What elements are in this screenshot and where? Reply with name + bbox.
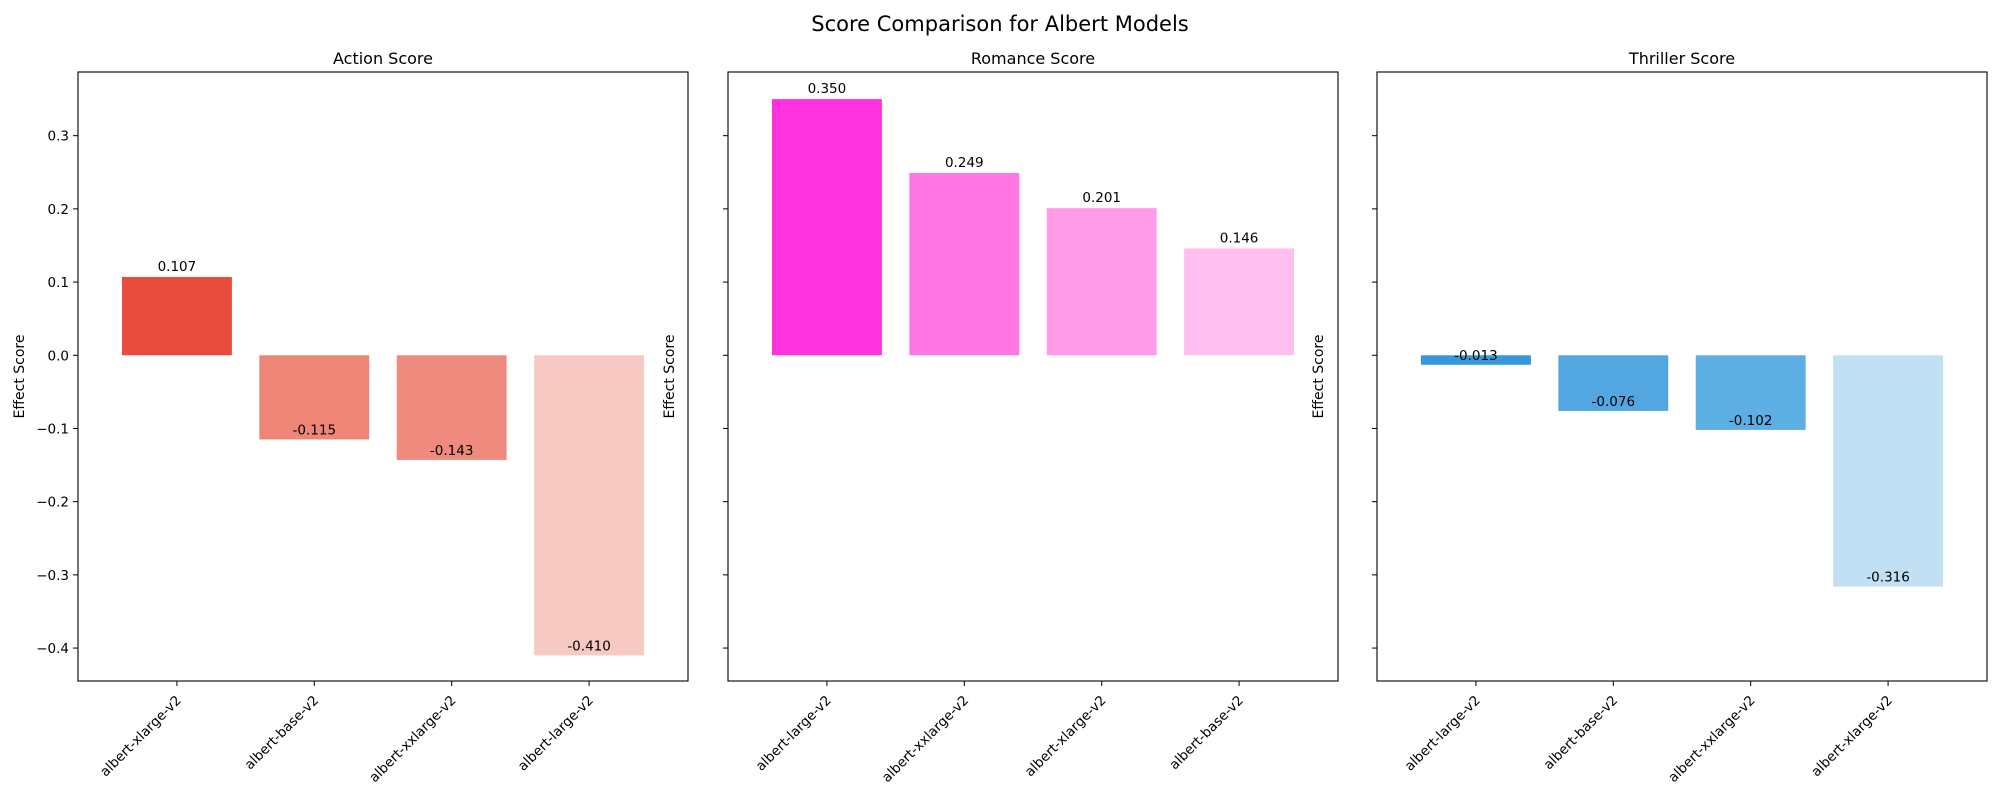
bar-albert-base-v2 bbox=[259, 355, 370, 440]
bar-value-label: -0.102 bbox=[1729, 413, 1773, 429]
x-tick-label: albert-xlarge-v2 bbox=[97, 693, 185, 781]
bar-value-label: -0.316 bbox=[1866, 570, 1910, 586]
y-axis-label: Effect Score bbox=[662, 335, 678, 419]
y-tick-label: 0.2 bbox=[48, 202, 69, 218]
y-axis-label: Effect Score bbox=[1311, 335, 1327, 419]
x-tick-label: albert-large-v2 bbox=[515, 693, 597, 775]
bar-albert-xlarge-v2 bbox=[121, 276, 232, 356]
subplot-3: Thriller Score Effect Score -0.013 albert-l… bbox=[1311, 49, 1988, 786]
bar-value-label: 0.107 bbox=[158, 259, 197, 275]
x-tick-label: albert-large-v2 bbox=[1402, 693, 1484, 775]
x-tick-label: albert-xlarge-v2 bbox=[1808, 693, 1896, 781]
subplot-title: Romance Score bbox=[971, 49, 1095, 68]
x-tick-label: albert-base-v2 bbox=[242, 693, 323, 774]
bar-value-label: -0.076 bbox=[1592, 394, 1636, 410]
bar-albert-xlarge-v2 bbox=[1046, 208, 1157, 356]
y-tick-label: −0.4 bbox=[36, 641, 69, 657]
y-tick-label: 0.0 bbox=[48, 348, 69, 364]
bar-value-label: -0.115 bbox=[293, 422, 337, 438]
axes-frame bbox=[727, 71, 1339, 682]
x-tick-label: albert-xxlarge-v2 bbox=[879, 693, 972, 786]
y-tick-label: 0.1 bbox=[48, 275, 69, 291]
y-tick-label: −0.1 bbox=[36, 421, 69, 437]
axes-frame bbox=[1376, 71, 1988, 682]
bar-albert-xxlarge-v2 bbox=[396, 355, 507, 460]
x-tick-label: albert-base-v2 bbox=[1166, 693, 1247, 774]
subplot-panels: Action Score Effect Score −0.4 −0.3 −0.2 −0.1… bbox=[12, 49, 1988, 786]
figure-title: Score Comparison for Albert Models bbox=[811, 12, 1188, 36]
y-axis-label: Effect Score bbox=[12, 335, 28, 419]
subplot-1: Action Score Effect Score −0.4 −0.3 −0.2 −0.1… bbox=[12, 49, 689, 786]
bar-value-label: -0.143 bbox=[430, 443, 474, 459]
x-tick-label: albert-large-v2 bbox=[753, 693, 835, 775]
bar-albert-xxlarge-v2 bbox=[909, 173, 1020, 356]
axes-frame bbox=[77, 71, 689, 682]
y-tick-label: −0.2 bbox=[36, 495, 69, 511]
bar-value-label: -0.013 bbox=[1454, 348, 1498, 364]
y-tick-label: 0.3 bbox=[48, 129, 69, 145]
bar-albert-large-v2 bbox=[1420, 355, 1531, 365]
bar-value-label: 0.350 bbox=[808, 81, 847, 97]
bar-value-label: 0.249 bbox=[945, 155, 984, 171]
bar-albert-xlarge-v2 bbox=[1833, 355, 1944, 587]
x-tick-label: albert-xxlarge-v2 bbox=[366, 693, 459, 786]
y-tick-label: −0.3 bbox=[36, 568, 69, 584]
subplot-title: Action Score bbox=[333, 49, 433, 68]
bar-value-label: 0.146 bbox=[1220, 230, 1259, 246]
x-tick-label: albert-xxlarge-v2 bbox=[1665, 693, 1758, 786]
bar-albert-large-v2 bbox=[534, 355, 645, 656]
bar-value-label: -0.410 bbox=[567, 638, 611, 654]
bar-albert-xxlarge-v2 bbox=[1695, 355, 1806, 430]
bar-albert-base-v2 bbox=[1184, 248, 1295, 356]
bar-albert-large-v2 bbox=[771, 99, 882, 356]
x-tick-label: albert-base-v2 bbox=[1541, 693, 1622, 774]
bar-albert-base-v2 bbox=[1558, 355, 1669, 411]
subplot-2: Romance Score Effect Score 0.350 albert-lar… bbox=[662, 49, 1339, 786]
bar-value-label: 0.201 bbox=[1082, 190, 1121, 206]
subplot-title: Thriller Score bbox=[1628, 49, 1735, 68]
x-tick-label: albert-xlarge-v2 bbox=[1022, 693, 1110, 781]
